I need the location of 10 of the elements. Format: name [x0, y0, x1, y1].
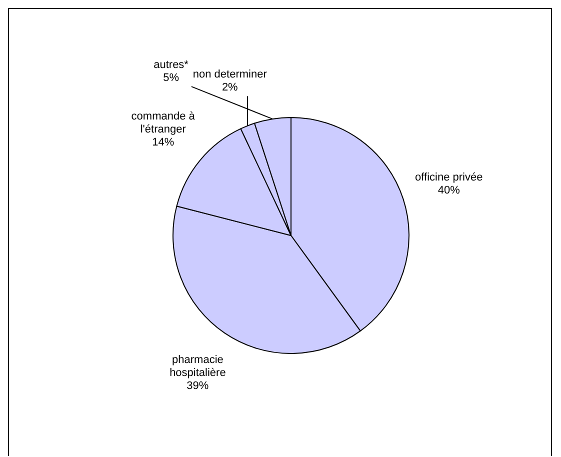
data-label: 14%: [152, 136, 174, 149]
data-label: 5%: [163, 72, 180, 84]
data-label: 2%: [222, 82, 238, 94]
data-label: 39%: [186, 380, 209, 392]
slice-label: autres*: [154, 59, 190, 72]
slice-label: commande à l'étranger: [131, 110, 196, 136]
slice-label: officine privée: [415, 172, 483, 184]
slice-label: non determiner: [192, 68, 268, 81]
data-label: 40%: [438, 184, 460, 197]
slice-label: pharmacie hospitalière: [170, 354, 226, 379]
